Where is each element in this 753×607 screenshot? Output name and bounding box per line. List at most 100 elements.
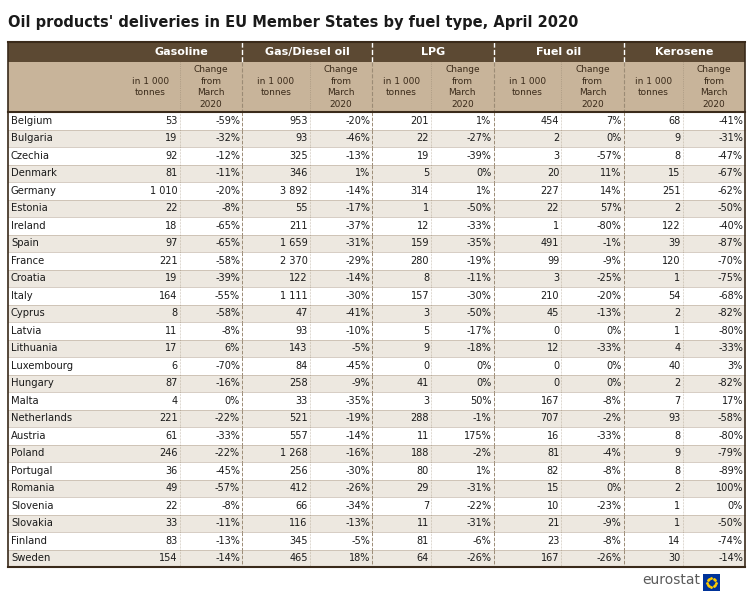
Text: 3: 3 [423,308,429,318]
Text: 1 111: 1 111 [280,291,308,300]
Text: -79%: -79% [718,448,743,458]
Text: 288: 288 [410,413,429,423]
Text: Croatia: Croatia [11,273,47,283]
Text: 314: 314 [410,186,429,195]
Bar [8,217,745,234]
Text: 167: 167 [541,396,559,405]
Text: -33%: -33% [467,221,492,231]
Text: LPG: LPG [421,47,445,57]
Text: -8%: -8% [603,396,622,405]
Text: -14%: -14% [346,431,370,441]
Text: -16%: -16% [215,378,240,388]
Text: 100%: 100% [715,483,743,493]
Text: 2: 2 [553,134,559,143]
Text: Germany: Germany [11,186,57,195]
Text: -59%: -59% [215,116,240,126]
Bar [703,574,720,591]
Text: 0%: 0% [606,326,622,336]
Text: in 1 000
tonnes: in 1 000 tonnes [509,76,546,97]
Text: 201: 201 [410,116,429,126]
Text: 5: 5 [423,168,429,178]
Text: 12: 12 [416,221,429,231]
Text: Poland: Poland [11,448,44,458]
Bar [8,462,745,480]
Text: 93: 93 [295,326,308,336]
Text: -23%: -23% [596,501,622,510]
Text: 1 010: 1 010 [150,186,178,195]
Bar [8,322,745,339]
Text: 68: 68 [669,116,681,126]
Text: -31%: -31% [346,239,370,248]
Text: 1: 1 [423,203,429,213]
Text: -14%: -14% [215,553,240,563]
Text: 1: 1 [675,326,681,336]
Text: Czechia: Czechia [11,151,50,161]
Text: Slovenia: Slovenia [11,501,53,510]
Text: Belgium: Belgium [11,116,52,126]
Text: -6%: -6% [473,536,492,546]
Text: 9: 9 [675,134,681,143]
Text: -1%: -1% [473,413,492,423]
Text: 47: 47 [295,308,308,318]
Text: -13%: -13% [215,536,240,546]
Text: 221: 221 [159,256,178,266]
Text: 1 659: 1 659 [280,239,308,248]
Text: -10%: -10% [346,326,370,336]
Text: 41: 41 [417,378,429,388]
Bar [8,375,745,392]
Text: -8%: -8% [221,326,240,336]
Text: 122: 122 [662,221,681,231]
Text: 12: 12 [547,343,559,353]
Text: 325: 325 [289,151,308,161]
Text: -8%: -8% [603,466,622,476]
Text: 8: 8 [675,151,681,161]
Text: 8: 8 [423,273,429,283]
Text: 0: 0 [553,378,559,388]
Text: 15: 15 [668,168,681,178]
Text: Oil products' deliveries in EU Member States by fuel type, April 2020: Oil products' deliveries in EU Member St… [8,15,578,30]
Text: -20%: -20% [345,116,370,126]
Text: 167: 167 [541,553,559,563]
Text: 345: 345 [289,536,308,546]
Text: 14%: 14% [600,186,622,195]
Text: 221: 221 [159,413,178,423]
Text: -32%: -32% [215,134,240,143]
Text: France: France [11,256,44,266]
Text: -14%: -14% [718,553,743,563]
Text: -58%: -58% [215,256,240,266]
Text: -9%: -9% [603,256,622,266]
Text: -74%: -74% [718,536,743,546]
Text: 4: 4 [675,343,681,353]
Text: 29: 29 [416,483,429,493]
Text: 54: 54 [668,291,681,300]
Text: 2: 2 [675,378,681,388]
Text: -67%: -67% [718,168,743,178]
Text: 22: 22 [165,501,178,510]
Text: -70%: -70% [718,256,743,266]
Bar [8,147,745,164]
Text: -18%: -18% [467,343,492,353]
Text: -34%: -34% [346,501,370,510]
Text: -39%: -39% [215,273,240,283]
Text: -57%: -57% [596,151,622,161]
Text: 1%: 1% [477,116,492,126]
Text: 36: 36 [166,466,178,476]
Text: Lithuania: Lithuania [11,343,57,353]
Text: Change
from
March
2020: Change from March 2020 [445,66,480,109]
Text: 93: 93 [295,134,308,143]
Text: -31%: -31% [467,483,492,493]
Text: 19: 19 [166,273,178,283]
Text: 0%: 0% [477,168,492,178]
Bar [8,480,745,497]
Text: -47%: -47% [718,151,743,161]
Text: 81: 81 [417,536,429,546]
Text: -41%: -41% [718,116,743,126]
Text: -9%: -9% [352,378,370,388]
Text: 164: 164 [160,291,178,300]
Text: 82: 82 [547,466,559,476]
Text: -50%: -50% [467,203,492,213]
Text: 557: 557 [289,431,308,441]
Text: 92: 92 [166,151,178,161]
Text: 11%: 11% [600,168,622,178]
Bar [8,234,745,252]
